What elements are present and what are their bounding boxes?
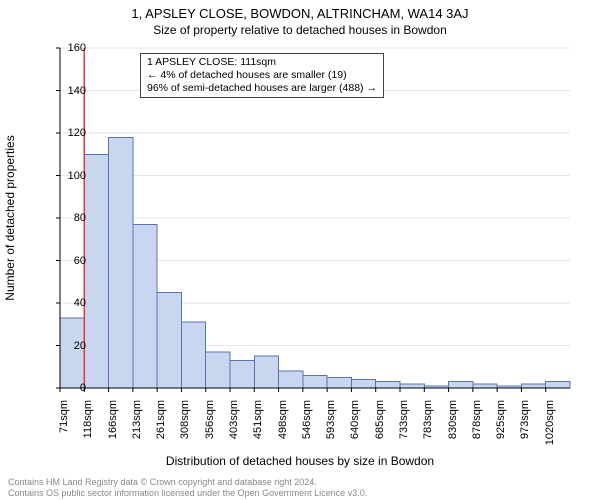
callout-line-2: ← 4% of detached houses are smaller (19) xyxy=(147,69,377,82)
x-tick-label: 261sqm xyxy=(155,400,167,439)
x-tick-label: 403sqm xyxy=(228,400,240,439)
x-tick-label: 593sqm xyxy=(325,400,337,439)
footer-line-2: Contains OS public sector information li… xyxy=(8,488,600,499)
y-tick-label: 40 xyxy=(74,297,86,309)
x-axis-label: Distribution of detached houses by size … xyxy=(0,454,600,468)
y-tick-label: 60 xyxy=(74,255,86,267)
x-tick-label: 925sqm xyxy=(495,400,507,439)
chart-svg xyxy=(60,48,570,388)
x-tick-label: 166sqm xyxy=(107,400,119,439)
x-tick-label: 308sqm xyxy=(179,400,191,439)
y-tick-label: 140 xyxy=(68,85,86,97)
y-tick-label: 100 xyxy=(68,170,86,182)
chart-title: 1, APSLEY CLOSE, BOWDON, ALTRINCHAM, WA1… xyxy=(0,0,600,21)
callout-line-3: 96% of semi-detached houses are larger (… xyxy=(147,82,377,95)
x-tick-label: 733sqm xyxy=(398,400,410,439)
x-tick-label: 71sqm xyxy=(58,400,70,433)
chart-container: { "title": "1, APSLEY CLOSE, BOWDON, ALT… xyxy=(0,0,600,500)
x-tick-label: 498sqm xyxy=(277,400,289,439)
footer: Contains HM Land Registry data © Crown c… xyxy=(8,477,600,500)
x-tick-label: 878sqm xyxy=(471,400,483,439)
x-tick-label: 1020sqm xyxy=(544,400,556,445)
x-tick-label: 830sqm xyxy=(447,400,459,439)
y-tick-label: 120 xyxy=(68,127,86,139)
x-tick-label: 451sqm xyxy=(252,400,264,439)
x-tick-label: 685sqm xyxy=(374,400,386,439)
y-tick-label: 0 xyxy=(80,382,86,394)
x-tick-label: 546sqm xyxy=(301,400,313,439)
chart-area: 1 APSLEY CLOSE: 111sqm ← 4% of detached … xyxy=(60,48,570,388)
y-tick-label: 160 xyxy=(68,42,86,54)
chart-subtitle: Size of property relative to detached ho… xyxy=(0,21,600,37)
y-axis-label: Number of detached properties xyxy=(3,135,17,300)
x-tick-label: 783sqm xyxy=(422,400,434,439)
y-tick-label: 20 xyxy=(74,340,86,352)
y-tick-label: 80 xyxy=(74,212,86,224)
x-tick-label: 973sqm xyxy=(519,400,531,439)
x-tick-label: 213sqm xyxy=(131,400,143,439)
x-tick-label: 356sqm xyxy=(204,400,216,439)
callout-box: 1 APSLEY CLOSE: 111sqm ← 4% of detached … xyxy=(140,53,384,98)
callout-line-1: 1 APSLEY CLOSE: 111sqm xyxy=(147,56,377,69)
footer-line-1: Contains HM Land Registry data © Crown c… xyxy=(8,477,600,488)
x-tick-label: 640sqm xyxy=(349,400,361,439)
x-tick-label: 118sqm xyxy=(82,400,94,438)
